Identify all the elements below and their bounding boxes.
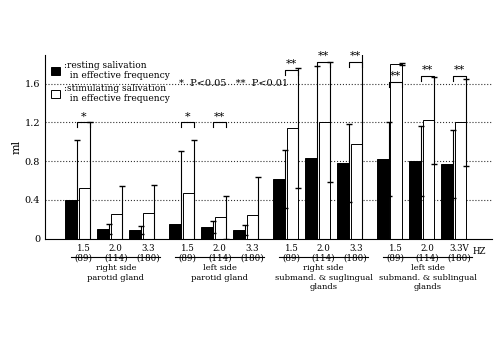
Bar <box>286 128 298 239</box>
Text: **: ** <box>350 51 362 61</box>
Bar <box>98 229 109 239</box>
Text: left side
submand. & sublingual
glands: left side submand. & sublingual glands <box>378 265 476 291</box>
Text: *: * <box>185 112 190 121</box>
Text: **: ** <box>454 65 466 75</box>
Bar <box>214 217 226 239</box>
Bar <box>390 64 402 239</box>
Text: left side
parotid gland: left side parotid gland <box>191 265 248 282</box>
Text: **: ** <box>390 71 401 81</box>
Bar <box>202 227 213 239</box>
Bar <box>454 122 466 239</box>
Bar <box>78 188 90 239</box>
Text: HZ: HZ <box>473 247 486 256</box>
Text: **: ** <box>286 59 297 69</box>
Bar <box>66 200 77 239</box>
Bar <box>234 230 245 239</box>
Legend: :resting salivation
  in effective frequency, :stimulating salivation
  in effec: :resting salivation in effective frequen… <box>50 59 172 105</box>
Bar <box>246 216 258 239</box>
Bar <box>182 193 194 239</box>
Text: *: * <box>81 112 86 121</box>
Bar <box>130 230 141 239</box>
Bar <box>170 224 181 239</box>
Bar <box>273 179 285 239</box>
Bar <box>110 213 122 239</box>
Bar <box>338 163 349 239</box>
Text: **: ** <box>422 65 433 75</box>
Bar <box>142 212 154 239</box>
Text: right side
parotid gland: right side parotid gland <box>88 265 144 282</box>
Text: *  P<0.05   **  P<0.01: * P<0.05 ** P<0.01 <box>179 79 288 88</box>
Bar <box>409 161 421 239</box>
Text: **: ** <box>214 112 226 121</box>
Bar <box>377 159 389 239</box>
Y-axis label: ml: ml <box>12 139 22 154</box>
Bar <box>318 122 330 239</box>
Bar <box>350 144 362 239</box>
Text: **: ** <box>318 51 330 61</box>
Text: right side
submand. & suglingual
glands: right side submand. & suglingual glands <box>274 265 372 291</box>
Bar <box>306 158 317 239</box>
Bar <box>422 120 434 239</box>
Bar <box>442 164 453 239</box>
